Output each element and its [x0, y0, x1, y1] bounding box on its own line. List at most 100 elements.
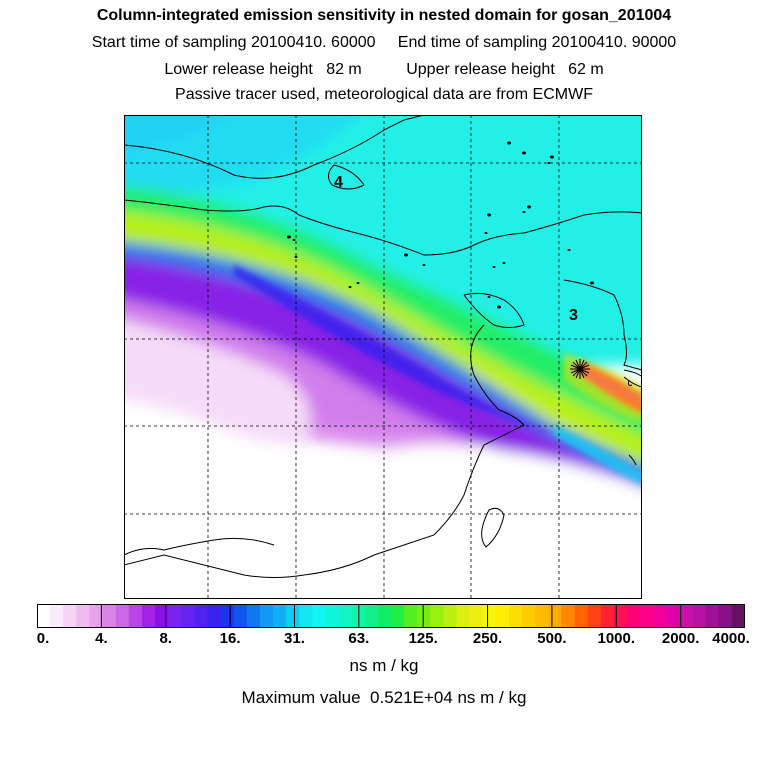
- colorbar-cell: [141, 604, 156, 628]
- coastline-china-east: [124, 324, 525, 578]
- start-time-label: Start time of sampling 20100410. 60000: [91, 34, 376, 51]
- field-south-plume: [554, 425, 642, 485]
- colorbar-cells: [37, 604, 745, 628]
- map-frame: [124, 115, 642, 599]
- colorbar-tick-label: 8.: [159, 630, 172, 647]
- release-asterisk-icon: [570, 359, 590, 379]
- colorbar-cell: [63, 604, 77, 628]
- colorbar-cell: [731, 604, 745, 628]
- colorbar-cell: [168, 604, 182, 628]
- colorbar-tick-label: 250.: [472, 630, 503, 647]
- colorbar-cell: [246, 604, 261, 628]
- colorbar-cell: [509, 604, 523, 628]
- colorbar-cell: [587, 604, 602, 628]
- field-purple-region: [124, 257, 642, 521]
- gridlines: [124, 115, 642, 599]
- colorbar-cell: [325, 604, 340, 628]
- maximum-value: Maximum value 0.521E+04 ns m / kg: [241, 688, 527, 707]
- lower-release-label: Lower release height 82 m: [164, 61, 362, 78]
- colorbar-cell: [417, 604, 431, 628]
- colorbar-cell: [482, 604, 497, 628]
- tracer-note: Passive tracer used, meteorological data…: [175, 86, 593, 103]
- colorbar-frame: [37, 604, 745, 628]
- colorbar-cell: [194, 604, 209, 628]
- colorbar-cell: [299, 604, 313, 628]
- islands: [287, 141, 594, 309]
- coastline-south: [124, 537, 275, 556]
- colorbar-cell: [666, 604, 681, 628]
- colorbar-cell: [613, 604, 628, 628]
- colorbar-cell: [181, 604, 195, 628]
- colorbar-cell: [561, 604, 576, 628]
- colorbar-cell: [37, 604, 51, 628]
- colorbar-cell: [259, 604, 274, 628]
- colorbar-cell: [522, 604, 536, 628]
- colorbar-cell: [679, 604, 694, 628]
- field-top-lightblue: [124, 115, 363, 203]
- colorbar-units: ns m / kg: [349, 656, 419, 675]
- colorbar-tick-label: 125.: [408, 630, 438, 647]
- coastline-taiwan: [481, 507, 505, 548]
- colorbar-cell: [233, 604, 248, 628]
- colorbar-cell: [273, 604, 287, 628]
- colorbar-cell: [50, 604, 64, 628]
- colorbar-cell: [338, 604, 353, 628]
- colorbar-cell: [89, 604, 104, 628]
- colorbar-tick-label: 2000.: [661, 630, 700, 647]
- colorbar-cell: [443, 604, 458, 628]
- coastline-japan: [623, 369, 642, 466]
- colorbar-cell: [128, 604, 143, 628]
- colorbar-cell: [456, 604, 471, 628]
- end-time-label: End time of sampling 20100410. 90000: [397, 34, 677, 51]
- coastline-korea: [563, 279, 642, 371]
- colorbar-cell: [535, 604, 549, 628]
- colorbar-cell: [391, 604, 405, 628]
- colorbar-dividers: [100, 604, 682, 628]
- field-white-south: [124, 445, 642, 599]
- colorbar-cell: [640, 604, 654, 628]
- colorbar-cell: [155, 604, 169, 628]
- coastlines: [124, 115, 642, 578]
- release-heights: Lower release height 82 m Upper release …: [0, 61, 768, 79]
- colorbar-cell: [574, 604, 589, 628]
- sensitivity-map: 4 3: [124, 115, 642, 599]
- colorbar-cell: [692, 604, 707, 628]
- colorbar-cell: [312, 604, 327, 628]
- colorbar-cell: [364, 604, 379, 628]
- colorbar-tick-label: 4000.: [712, 630, 750, 647]
- field-blue-core: [234, 265, 554, 435]
- sampling-times: Start time of sampling 20100410. 60000 E…: [0, 34, 768, 52]
- colorbar-tick-label: 1000.: [597, 630, 636, 647]
- upper-release-label: Upper release height 62 m: [406, 61, 604, 78]
- colorbar-cell: [653, 604, 667, 628]
- coastline-bohai: [463, 292, 525, 328]
- colorbar-tick-label: 0.: [36, 630, 50, 647]
- colorbar-cell: [705, 604, 720, 628]
- colorbar-cell: [548, 604, 563, 628]
- plot-title: Column-integrated emission sensitivity i…: [96, 7, 672, 24]
- colorbar-tick-label: 31.: [284, 630, 305, 647]
- coastline-north: [124, 115, 425, 179]
- colorbar-tick-label: 63.: [348, 630, 370, 647]
- label-4: 4: [334, 174, 343, 191]
- colorbar-cell: [627, 604, 641, 628]
- colorbar-tick-label: 16.: [219, 630, 241, 647]
- colorbar-cell: [115, 604, 130, 628]
- coastline-bay-outline: [328, 164, 365, 190]
- colorbar-tick-label: 500.: [537, 630, 567, 647]
- colorbar-cell: [220, 604, 235, 628]
- colorbar-cell: [76, 604, 91, 628]
- colorbar-cell: [600, 604, 615, 628]
- colorbar-cell: [102, 604, 117, 628]
- coastline-mid: [124, 199, 642, 256]
- colorbar-cell: [718, 604, 733, 628]
- colorbar: [37, 604, 745, 628]
- colorbar-cell: [404, 604, 418, 628]
- field-light-pink-region: [124, 320, 311, 445]
- colorbar-cell: [377, 604, 392, 628]
- colorbar-cell: [430, 604, 445, 628]
- colorbar-cell: [495, 604, 510, 628]
- colorbar-cell: [469, 604, 484, 628]
- colorbar-cell: [207, 604, 222, 628]
- colorbar-cell: [286, 604, 300, 628]
